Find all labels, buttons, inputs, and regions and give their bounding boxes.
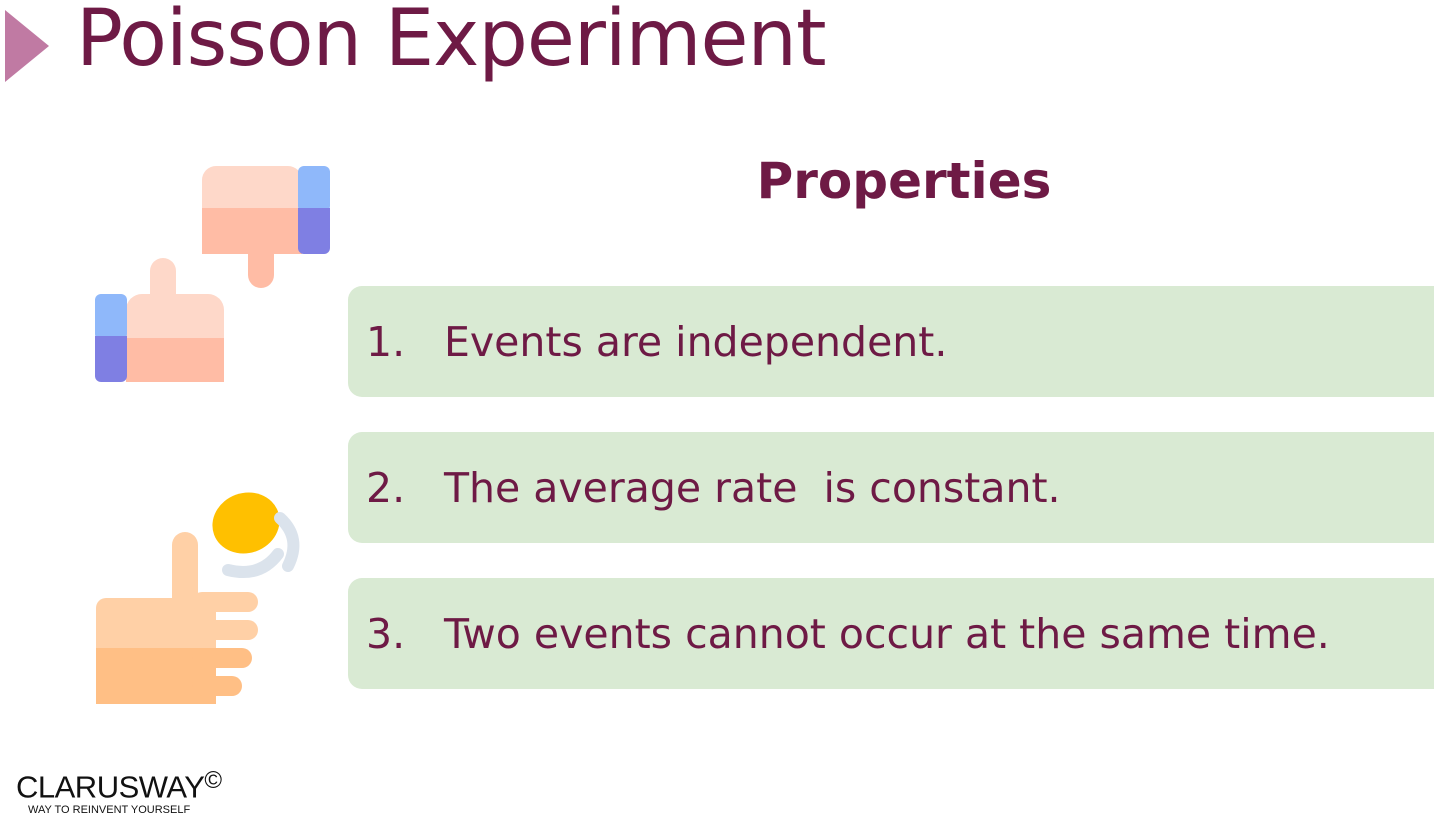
property-item-1: 1. Events are independent. (348, 286, 1434, 397)
coin-flip-icon (96, 492, 300, 704)
property-text: Two events cannot occur at the same time… (444, 609, 1330, 658)
property-number: 3. (366, 609, 406, 658)
brand-logo: CLARUSWAY© WAY TO REINVENT YOURSELF (16, 765, 222, 816)
property-text: The average rate is constant. (444, 463, 1061, 512)
thumbs-up-down-icon (95, 166, 330, 382)
property-item-2: 2. The average rate is constant. (348, 432, 1434, 543)
property-item-3: 3. Two events cannot occur at the same t… (348, 578, 1434, 689)
page-title: Poisson Experiment (76, 0, 827, 84)
logo-tagline: WAY TO REINVENT YOURSELF (28, 804, 191, 817)
title-marker-icon (5, 10, 49, 82)
logo-name: CLARUSWAY (16, 769, 205, 805)
section-heading: Properties (756, 152, 1052, 210)
property-text: Events are independent. (444, 317, 948, 366)
logo-copyright: © (204, 767, 222, 794)
property-number: 1. (366, 317, 406, 366)
property-number: 2. (366, 463, 406, 512)
